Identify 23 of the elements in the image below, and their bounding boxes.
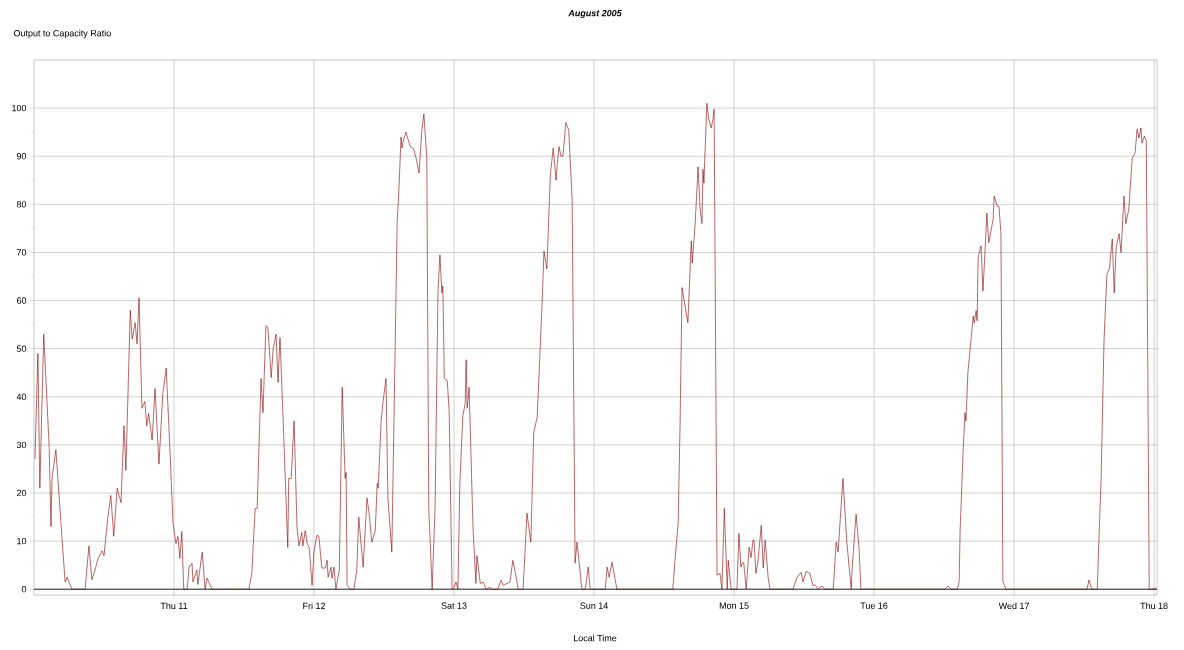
x-tick-label: Fri 12 bbox=[303, 602, 326, 610]
x-tick-label: Sat 13 bbox=[441, 602, 467, 609]
y-tick-label: 90 bbox=[16, 153, 27, 160]
x-tick-label: Thu 11 bbox=[160, 602, 188, 610]
y-tick-label: 100 bbox=[12, 104, 27, 112]
x-axis-title: Local Time bbox=[573, 634, 617, 642]
y-tick-label: 30 bbox=[16, 441, 27, 449]
y-tick-label: 0 bbox=[21, 586, 27, 593]
y-tick-label: 10 bbox=[17, 537, 27, 545]
y-tick-label: 80 bbox=[16, 201, 27, 208]
chart-title: August 2005 bbox=[568, 9, 622, 19]
y-axis-title: Output to Capacity Ratio bbox=[13, 29, 111, 39]
x-tick-label: Sun 14 bbox=[580, 602, 608, 609]
x-tick-label: Thu 18 bbox=[1140, 602, 1168, 610]
y-tick-label: 20 bbox=[16, 489, 27, 497]
y-tick-label: 70 bbox=[16, 249, 27, 256]
y-tick-label: 50 bbox=[16, 345, 27, 352]
y-tick-label: 40 bbox=[16, 393, 27, 400]
x-tick-label: Tue 16 bbox=[860, 602, 888, 609]
y-tick-label: 60 bbox=[16, 297, 27, 304]
line-series bbox=[34, 102, 1157, 590]
x-tick-label: Mon 15 bbox=[719, 602, 749, 609]
x-tick-label: Wed 17 bbox=[998, 602, 1029, 610]
